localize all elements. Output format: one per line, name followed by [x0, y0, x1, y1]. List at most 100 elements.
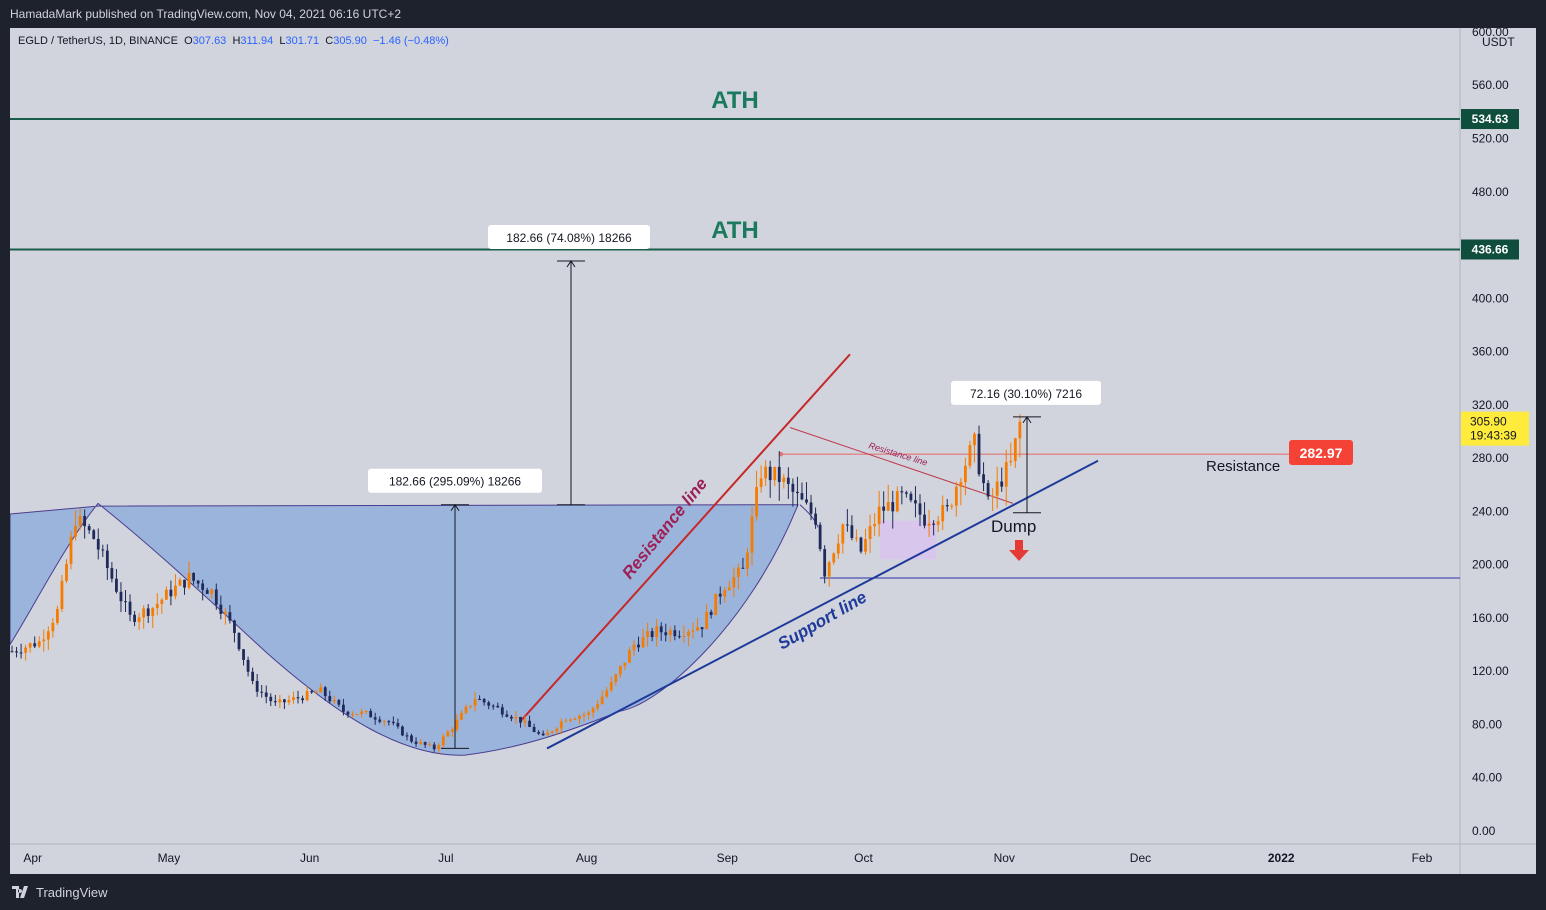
candle-body [437, 745, 441, 750]
candle-body [573, 718, 577, 720]
candle-body [292, 697, 295, 701]
candle-body [210, 589, 214, 594]
candle-body [65, 563, 68, 581]
candle-body [373, 717, 377, 720]
candle-body [269, 696, 273, 702]
candle-body [455, 719, 459, 730]
candle-body [487, 702, 491, 706]
time-tick-label: Jun [300, 851, 319, 865]
candle-body [69, 536, 73, 564]
handle-arc[interactable] [799, 504, 819, 528]
symbol-legend: EGLD / TetherUS, 1D, BINANCE O307.63 H31… [18, 35, 449, 47]
candle-body [105, 550, 109, 569]
candle-body [83, 515, 87, 527]
candle-body [755, 487, 758, 517]
candle-body [310, 691, 314, 693]
candle-body [500, 707, 504, 715]
candle-body [591, 708, 595, 713]
candle-body [864, 538, 867, 552]
candle-body [519, 716, 522, 723]
candle-body [614, 674, 618, 683]
trend-lines[interactable] [519, 353, 1099, 750]
candle-body [510, 716, 513, 719]
candle-body [569, 719, 572, 721]
price-axis[interactable]: 600.00 560.00 520.00 480.00 400.00 360.00 320.… [1461, 25, 1529, 838]
candle-body [768, 466, 772, 481]
candle-body [786, 477, 790, 484]
candle-body [923, 514, 926, 526]
brand-name: TradingView [36, 884, 108, 900]
level-price-badge [1461, 239, 1519, 260]
candle-body [264, 692, 268, 697]
level-lines[interactable] [10, 118, 1460, 579]
price-tick-label: 240.00 [1472, 504, 1509, 518]
candle-body [587, 712, 590, 715]
candle-body [964, 465, 967, 483]
chart-frame[interactable]: 182.66 (74.08%) 18266 182.66 (295.09%) 18… [9, 25, 1536, 874]
candle-body [596, 703, 600, 709]
candle-body [950, 505, 954, 507]
close-value: 305.90 [333, 35, 367, 47]
candle-body [382, 721, 386, 723]
candle-body [737, 567, 740, 578]
candle-body [845, 524, 849, 526]
candle-body [673, 630, 677, 637]
price-tick-label: 320.00 [1472, 398, 1509, 412]
time-tick-label: 2022 [1268, 851, 1295, 865]
candle-body [237, 632, 241, 650]
candle-body [1009, 460, 1013, 463]
candle-body [51, 622, 55, 632]
candle-body [959, 482, 963, 487]
candle-body [205, 589, 209, 594]
candle-body [918, 503, 922, 515]
candle-body [555, 728, 559, 732]
candle-body [360, 711, 363, 714]
candle-body [478, 699, 482, 701]
candle-body [741, 567, 745, 569]
candle-body [305, 691, 309, 701]
candle-body [664, 632, 668, 636]
candle-body [323, 687, 327, 697]
candle-body [46, 631, 50, 640]
candle-body [355, 713, 359, 715]
cup-area[interactable] [9, 502, 799, 756]
candle-body [578, 716, 581, 719]
candle-body [251, 671, 255, 681]
price-tick-label: 400.00 [1472, 291, 1509, 305]
level-price-badge-label: 534.63 [1472, 112, 1509, 126]
price-tick-label: 0.00 [1472, 824, 1496, 838]
candle-body [432, 744, 436, 750]
candle-body [628, 650, 631, 663]
candle-body [414, 741, 418, 744]
candle-body [473, 699, 477, 706]
candle-body [564, 720, 568, 722]
candle-body [659, 626, 663, 633]
candle-body [110, 568, 114, 579]
candle-body [142, 608, 146, 618]
open-value: 307.63 [192, 35, 227, 47]
ath-label-bottom: ATH [711, 217, 759, 244]
candle-body [133, 614, 136, 622]
candle-body [814, 513, 817, 525]
time-axis[interactable]: Apr May Jun Jul Aug Sep Oct Nov Dec 2022 Feb [23, 851, 1432, 865]
measure-small-arrow-icon [1022, 415, 1032, 424]
candle-body [369, 710, 373, 718]
price-chart[interactable]: 182.66 (74.08%) 18266 182.66 (295.09%) 18… [9, 25, 1536, 874]
close-label: C [325, 35, 334, 47]
candle-body [750, 516, 754, 553]
candle-body [968, 445, 972, 466]
candle-body [700, 627, 704, 630]
price-tick-label: 280.00 [1472, 451, 1509, 465]
measure-tools[interactable]: 182.66 (74.08%) 18266 182.66 (295.09%) 18… [368, 225, 1101, 749]
candle-body [582, 714, 586, 717]
candle-body [178, 579, 182, 586]
candle-body [732, 577, 736, 588]
candle-body [696, 627, 699, 631]
candle-body [423, 742, 427, 745]
tradingview-logo[interactable]: TradingView [12, 885, 108, 900]
plot-area[interactable] [10, 28, 1460, 844]
candle-body [169, 589, 173, 597]
price-tick-label: 120.00 [1472, 664, 1509, 678]
price-tick-label: 40.00 [1472, 771, 1502, 785]
candle-body [546, 732, 550, 736]
